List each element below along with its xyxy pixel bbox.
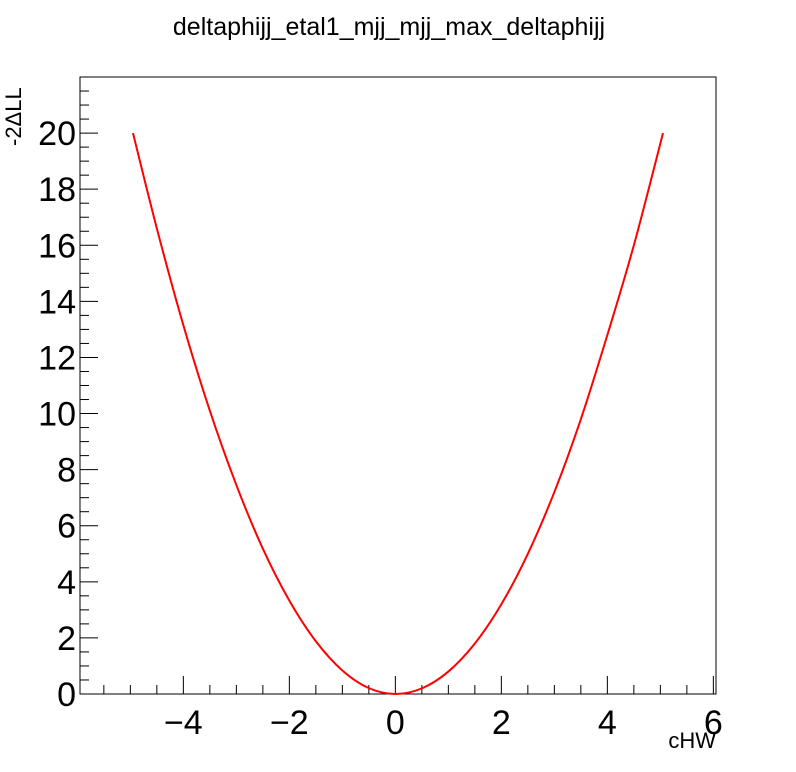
x-tick-label: −4 — [164, 704, 203, 742]
chart-title: deltaphijj_etal1_mjj_mjj_max_deltaphijj — [173, 13, 605, 41]
y-tick-label: 16 — [38, 227, 76, 265]
x-tick-label: 6 — [704, 704, 723, 742]
y-tick-label: 12 — [38, 339, 76, 377]
y-tick-label: 10 — [38, 396, 76, 434]
x-axis-ticks — [103, 676, 714, 694]
x-tick-label: 4 — [598, 704, 617, 742]
y-axis-ticks — [80, 76, 98, 695]
y-tick-label: 2 — [57, 620, 76, 658]
series-line — [132, 132, 664, 696]
x-tick-label: 0 — [386, 704, 405, 742]
y-tick-label: 20 — [38, 115, 76, 153]
x-tick-label: −2 — [270, 704, 309, 742]
y-tick-label: 4 — [57, 564, 76, 602]
plot-frame — [79, 76, 717, 695]
y-tick-label: 6 — [57, 508, 76, 546]
x-tick-label: 2 — [492, 704, 511, 742]
y-axis-label: -2ΔLL — [1, 87, 26, 146]
y-tick-label: 0 — [57, 676, 76, 714]
x-axis-tick-labels: −4 −2 0 2 4 6 — [164, 704, 723, 742]
series-layer — [132, 132, 664, 696]
y-tick-label: 18 — [38, 171, 76, 209]
x-axis-label: cHW — [668, 728, 716, 753]
y-tick-label: 14 — [38, 283, 76, 321]
y-axis-tick-labels: 0 2 4 6 8 10 12 14 16 18 20 — [38, 115, 76, 714]
y-tick-label: 8 — [57, 452, 76, 490]
